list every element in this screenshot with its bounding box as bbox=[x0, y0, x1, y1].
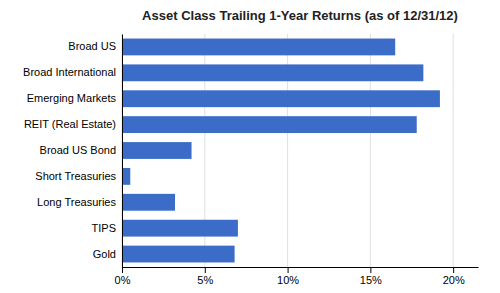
grid-line bbox=[453, 34, 454, 267]
y-tick: REIT (Real Estate) bbox=[24, 118, 122, 130]
y-tick-label: Broad US bbox=[68, 40, 116, 52]
y-tick: Emerging Markets bbox=[27, 92, 122, 104]
x-axis-line bbox=[123, 267, 479, 268]
x-tick-mark bbox=[205, 267, 206, 273]
y-tick: Broad US bbox=[68, 40, 122, 52]
bar bbox=[122, 220, 238, 237]
y-tick-label: Emerging Markets bbox=[27, 92, 117, 104]
y-tick: Gold bbox=[93, 248, 122, 260]
y-tick: Short Treasuries bbox=[35, 170, 122, 182]
grid bbox=[122, 34, 453, 267]
bar bbox=[122, 246, 235, 263]
bar bbox=[122, 194, 175, 211]
title: Asset Class Trailing 1-Year Returns (as … bbox=[142, 8, 458, 23]
y-tick: Broad US Bond bbox=[40, 144, 122, 156]
x-tick: 5% bbox=[197, 267, 213, 286]
y-tick-label: Gold bbox=[93, 248, 116, 260]
x-tick: 15% bbox=[360, 267, 382, 286]
bar bbox=[122, 142, 192, 159]
y-tick-label: Broad International bbox=[23, 66, 116, 78]
y-axis-line bbox=[122, 35, 123, 268]
x-axis: 0% 5% 10% 15% 20% bbox=[115, 267, 479, 286]
x-tick-mark bbox=[122, 267, 123, 273]
x-tick-mark bbox=[370, 267, 371, 273]
y-tick: TIPS bbox=[92, 222, 122, 234]
bars bbox=[122, 39, 440, 263]
x-tick: 0% bbox=[115, 267, 131, 286]
bar bbox=[122, 39, 395, 56]
y-tick-label: REIT (Real Estate) bbox=[24, 118, 116, 130]
bar bbox=[122, 64, 423, 81]
y-tick-label: Long Treasuries bbox=[37, 196, 116, 208]
chart: 0% 5% 10% 15% 20% Gold TIPS Long Treasuries Shor… bbox=[0, 0, 500, 293]
bar bbox=[122, 168, 130, 185]
plot-area: 0% 5% 10% 15% 20% Gold TIPS Long Treasuries Shor… bbox=[23, 34, 478, 286]
grid-line bbox=[122, 34, 123, 267]
x-tick-label: 10% bbox=[277, 274, 299, 286]
y-tick-label: Broad US Bond bbox=[40, 144, 116, 156]
bar bbox=[122, 90, 440, 107]
x-tick-label: 15% bbox=[360, 274, 382, 286]
x-tick-mark bbox=[453, 267, 454, 273]
x-tick: 20% bbox=[443, 267, 465, 286]
x-tick-mark bbox=[288, 267, 289, 273]
x-tick: 10% bbox=[277, 267, 299, 286]
x-tick-label: 5% bbox=[197, 274, 213, 286]
y-axis: Gold TIPS Long Treasuries Short Treasuries B… bbox=[23, 35, 122, 268]
x-tick-label: 0% bbox=[115, 274, 131, 286]
x-tick-label: 20% bbox=[443, 274, 465, 286]
y-tick: Broad International bbox=[23, 66, 122, 78]
bar bbox=[122, 116, 417, 133]
y-tick-label: Short Treasuries bbox=[35, 170, 116, 182]
y-tick-label: TIPS bbox=[92, 222, 116, 234]
y-tick: Long Treasuries bbox=[37, 196, 122, 208]
